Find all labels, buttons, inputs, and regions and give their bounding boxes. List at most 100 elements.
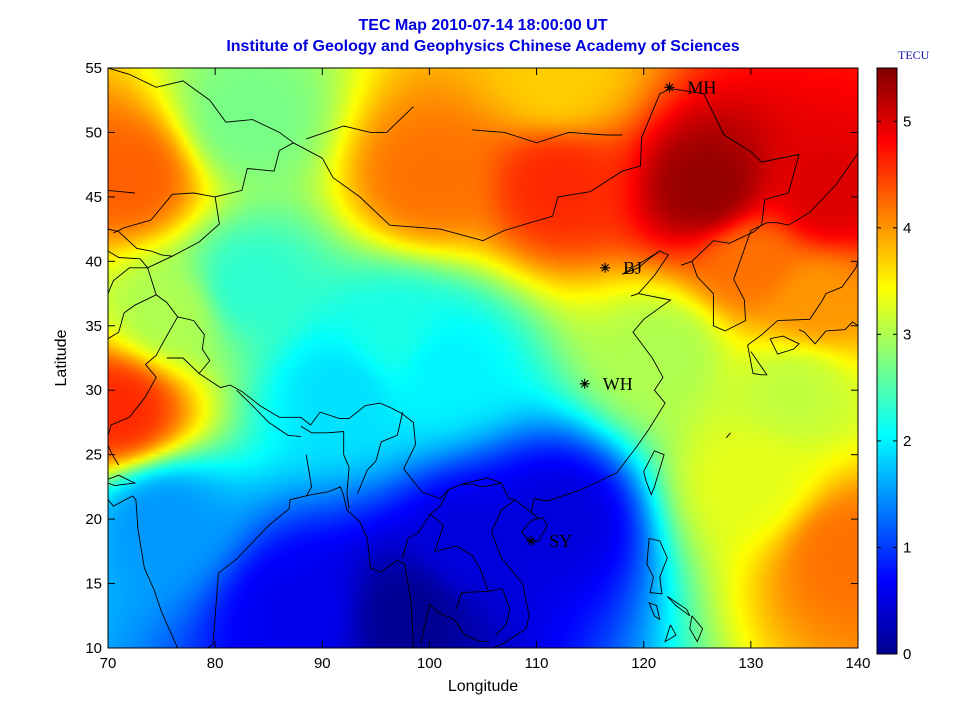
y-tick: 30	[85, 382, 858, 399]
coastline-segment	[643, 450, 665, 496]
coastline-segment	[108, 474, 137, 487]
coastline-segment	[147, 142, 516, 501]
coastline-segment	[108, 294, 157, 340]
x-tick: 90	[314, 68, 331, 672]
y-tick-label: 15	[85, 576, 102, 593]
colorbar-tick-label: 2	[903, 433, 911, 450]
coastline-segment	[664, 624, 677, 643]
stations: MH BJ WH SY	[526, 77, 716, 551]
y-tick-label: 50	[85, 124, 102, 141]
x-tick: 70	[100, 68, 117, 672]
colorbar-tick: 5	[877, 113, 911, 130]
coastline-segment	[402, 513, 431, 558]
coastline-segment	[306, 106, 414, 140]
y-tick: 10	[85, 640, 858, 657]
coastline-segment	[646, 537, 668, 595]
station-label: MH	[687, 77, 716, 97]
x-tick: 100	[417, 68, 442, 672]
tec-heatmap-raster	[108, 68, 858, 648]
station-label: WH	[603, 374, 633, 394]
y-tick-label: 25	[85, 447, 102, 464]
coastline-segment	[108, 267, 148, 294]
y-tick-label: 40	[85, 253, 102, 270]
colorbar-tick: 2	[877, 433, 911, 450]
coastline-segment	[681, 231, 755, 266]
coastline-segment	[622, 250, 661, 275]
station-star-icon	[600, 262, 611, 273]
colorbar-tick: 4	[877, 220, 911, 237]
plot-frame	[107, 67, 859, 649]
coastline-segment	[747, 345, 768, 376]
colorbar-tick-label: 3	[903, 326, 911, 343]
station-star-icon	[664, 82, 675, 93]
coastline-segment	[108, 250, 148, 269]
station-marker-sy: SY	[526, 531, 572, 551]
colorbar-unit-label: TECU	[898, 48, 930, 62]
coastline-segment	[108, 68, 294, 144]
y-tick: 40	[85, 253, 858, 270]
colorbar-tick: 1	[877, 539, 911, 556]
coastline-segment	[666, 596, 691, 617]
station-marker-wh: WH	[579, 374, 633, 394]
coastline-segment	[236, 389, 301, 438]
coastline-segment	[455, 590, 489, 610]
coastline-segment	[357, 411, 404, 494]
coastline-segment	[300, 425, 345, 455]
coastline-segment	[648, 602, 661, 620]
x-axis-label: Longitude	[447, 678, 519, 695]
y-tick-label: 55	[85, 60, 102, 77]
y-tick: 35	[85, 318, 858, 335]
coastline-segment	[691, 152, 858, 332]
x-tick: 110	[525, 68, 549, 672]
colorbar-tick-label: 4	[903, 220, 911, 237]
x-tick: 140	[845, 68, 871, 672]
heatmap-field	[108, 68, 858, 648]
x-tick-label: 130	[738, 655, 763, 672]
x-tick-label: 120	[631, 655, 656, 672]
y-tick: 25	[85, 447, 858, 464]
colorbar-tick-label: 0	[903, 646, 911, 663]
x-axis-ticks: 70 80 90 100 110 120 130 140	[100, 68, 871, 672]
coastline-segment	[113, 192, 216, 234]
coastlines	[108, 68, 858, 648]
y-tick-label: 45	[85, 189, 102, 206]
x-tick-label: 70	[100, 655, 117, 672]
colorbar-tick-label: 5	[903, 113, 911, 130]
coastline-segment	[108, 495, 179, 648]
chart-title: TEC Map 2010-07-14 18:00:00 UT	[358, 17, 608, 34]
x-tick: 120	[631, 68, 656, 672]
coastline-segment	[769, 335, 800, 355]
station-star-icon	[579, 378, 590, 389]
coastline-segment	[108, 189, 135, 194]
coastline-segment	[747, 261, 858, 346]
coastline-segment	[420, 603, 489, 643]
colorbar-tick: 3	[877, 326, 911, 343]
x-tick-label: 110	[525, 655, 549, 672]
coastline-segment	[491, 250, 672, 648]
station-marker-mh: MH	[664, 77, 716, 97]
coastline-segment	[166, 357, 200, 374]
y-tick: 55	[85, 60, 858, 77]
coastline-segment	[689, 615, 704, 643]
y-tick-label: 20	[85, 511, 102, 528]
colorbar-ticks: 0 1 2 3 4 5	[877, 113, 911, 663]
coastline-segment	[305, 454, 313, 497]
x-tick-label: 90	[314, 655, 331, 672]
y-tick-label: 30	[85, 382, 102, 399]
y-tick: 50	[85, 124, 858, 141]
chart-subtitle: Institute of Geology and Geophysics Chin…	[226, 38, 740, 55]
y-tick: 15	[85, 576, 858, 593]
coastline-segment	[630, 293, 639, 297]
coastline-segment	[293, 88, 800, 242]
x-tick: 130	[738, 68, 763, 672]
station-label: BJ	[623, 258, 642, 278]
y-tick-label: 35	[85, 318, 102, 335]
colorbar-tick-label: 1	[903, 539, 911, 556]
x-tick-label: 100	[417, 655, 442, 672]
colorbar-tick: 0	[877, 646, 911, 663]
y-tick-label: 10	[85, 640, 102, 657]
colorbar	[876, 67, 898, 655]
coastline-segment	[343, 454, 350, 509]
y-axis-ticks: 10 15 20 25 30 35 40 45 50 55	[85, 60, 858, 657]
